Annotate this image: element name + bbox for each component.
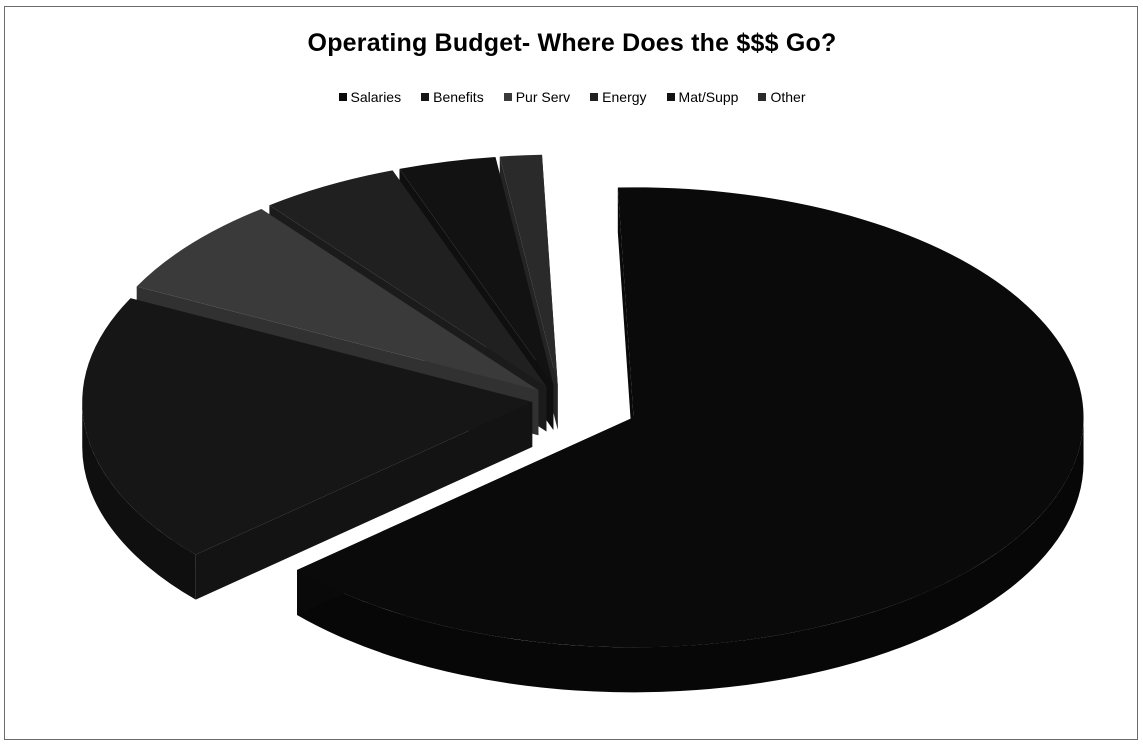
pie-slices [82, 155, 1083, 693]
